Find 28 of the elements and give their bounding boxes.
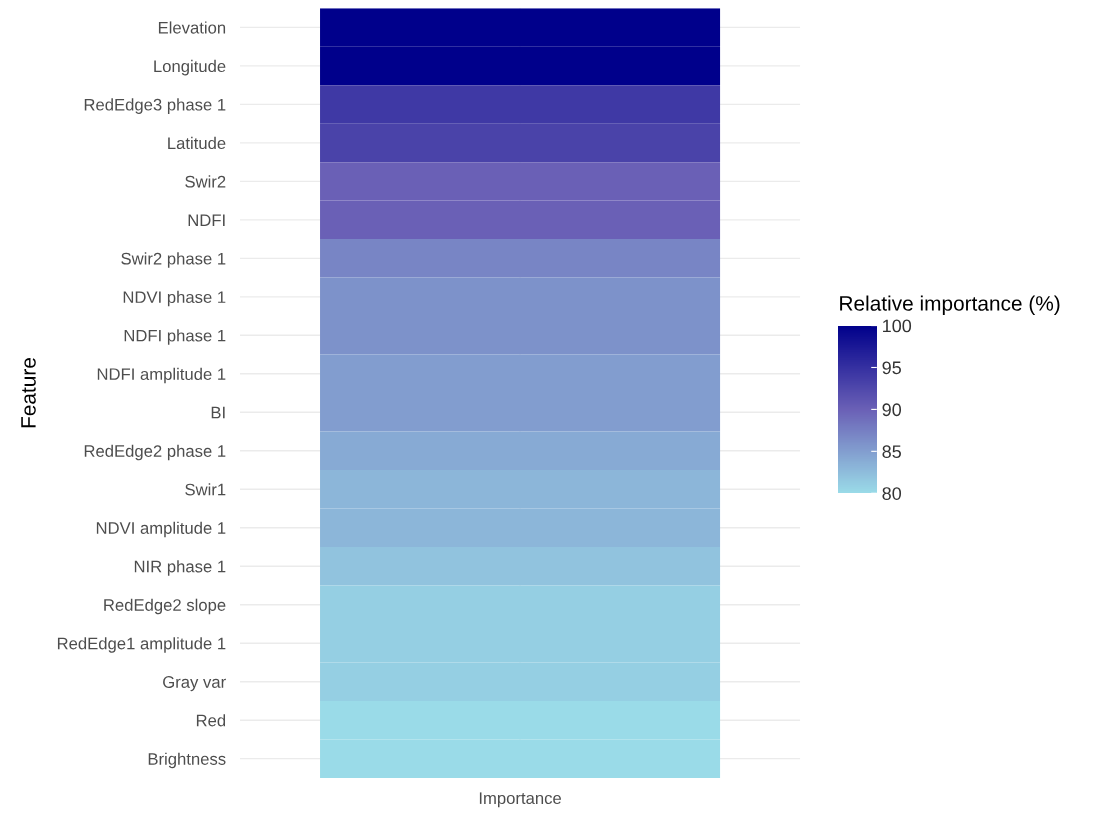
y-tick-label: Swir2	[185, 175, 226, 188]
y-tick-label: NDFI	[188, 214, 225, 226]
y-tick-label: Swir2 phase 1	[121, 252, 226, 268]
color-bar-label: 95	[882, 361, 901, 375]
y-tick-label: RedEdge3 phase 1	[84, 98, 226, 114]
y-tick-label: NDVI amplitude 1	[96, 521, 226, 538]
y-tick-label: NIR phase 1	[134, 560, 226, 576]
y-tick-label: BI	[211, 406, 225, 419]
y-tick-label: Longitude	[154, 59, 226, 76]
y-tick-label: Swir1	[185, 483, 226, 496]
y-tick-label: Elevation	[158, 21, 226, 34]
x-tick-label: Importance	[479, 792, 561, 808]
y-tick-label: NDFI amplitude 1	[97, 367, 226, 384]
y-tick-label: RedEdge1 amplitude 1	[57, 637, 226, 653]
y-tick-label: Gray var	[163, 676, 226, 692]
color-bar-label: 85	[882, 445, 901, 459]
y-tick-label: Brightness	[148, 752, 226, 769]
y-tick-label: NDFI phase 1	[124, 329, 226, 345]
color-bar-label: 90	[882, 403, 902, 417]
legend-title: Relative importance (%)	[840, 295, 1060, 315]
y-tick-label: Latitude	[168, 136, 226, 150]
color-bar-label: 80	[882, 487, 902, 500]
y-tick-label: RedEdge2 phase 1	[84, 444, 226, 461]
color-bar-label: 100	[883, 319, 912, 333]
y-axis-title: Feature	[21, 358, 36, 428]
y-tick-label: RedEdge2 slope	[104, 598, 226, 615]
y-tick-label: NDVI phase 1	[123, 290, 226, 307]
y-tick-label: Red	[196, 714, 226, 727]
